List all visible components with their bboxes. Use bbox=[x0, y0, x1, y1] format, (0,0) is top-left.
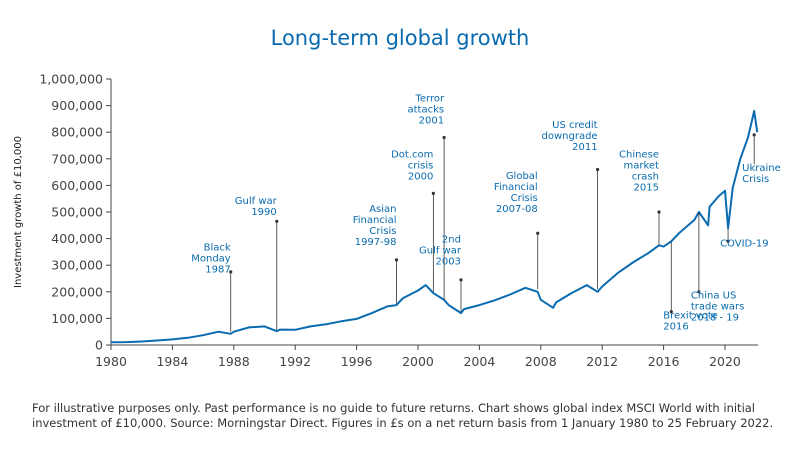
y-tick-label: 200,000 bbox=[51, 284, 103, 299]
x-tick-label: 2016 bbox=[648, 354, 680, 369]
annotation-label: 1987 bbox=[205, 265, 230, 276]
annotation-marker bbox=[657, 210, 661, 214]
annotation-marker bbox=[394, 258, 399, 262]
annotation-label: Global bbox=[506, 171, 538, 182]
y-tick-label: 600,000 bbox=[51, 178, 103, 193]
x-tick-label: 1984 bbox=[156, 354, 188, 369]
y-tick-label: 800,000 bbox=[51, 125, 103, 140]
annotation-label: Ukraine bbox=[742, 163, 781, 174]
annotation-label: 2015 bbox=[634, 182, 659, 193]
y-tick-label: 500,000 bbox=[51, 205, 103, 220]
x-tick-label: 2008 bbox=[525, 354, 557, 369]
annotation-label: 1997-98 bbox=[355, 237, 397, 248]
y-tick-label: 1,000,000 bbox=[39, 72, 103, 87]
growth-series-line bbox=[110, 109, 759, 344]
annotation-label: Black bbox=[204, 243, 231, 254]
chart-title: Long-term global growth bbox=[270, 26, 530, 50]
annotation-marker bbox=[229, 270, 233, 274]
annotation-marker bbox=[275, 219, 279, 223]
tick-labels: 0 100,000 200,000 300,000 400,000 500,000 600,… bbox=[39, 72, 741, 370]
footnote: For illustrative purposes only. Past per… bbox=[32, 401, 774, 430]
annotation-label: Monday bbox=[191, 254, 231, 265]
annotation-marker bbox=[442, 135, 446, 140]
annotation-marker bbox=[726, 239, 730, 243]
annotation-label: attacks bbox=[407, 105, 444, 116]
x-tick-label: 2004 bbox=[463, 354, 495, 369]
annotation-label: Dot.com bbox=[391, 149, 433, 160]
series-layer bbox=[110, 109, 759, 344]
annotation-label: trade wars bbox=[691, 301, 744, 312]
y-tick-label: 900,000 bbox=[51, 98, 103, 113]
annotation-label: US credit bbox=[552, 120, 598, 131]
y-tick-label: 300,000 bbox=[51, 258, 103, 273]
annotation-label: 2003 bbox=[436, 257, 461, 268]
y-tick-label: 700,000 bbox=[51, 151, 103, 166]
x-tick-label: 1992 bbox=[279, 354, 311, 369]
annotation-label: crash bbox=[632, 171, 659, 182]
annotation-marker bbox=[669, 310, 673, 314]
x-tick-label: 1980 bbox=[95, 354, 127, 369]
annotation-label: Brexit vote bbox=[663, 310, 718, 321]
annotation-label: China US bbox=[691, 290, 736, 301]
y-tick-label: 100,000 bbox=[51, 311, 103, 326]
annotation-label: crisis bbox=[408, 160, 434, 171]
axes bbox=[106, 78, 758, 350]
annotation-label: Financial bbox=[353, 215, 397, 226]
annotation-label: 2016 bbox=[663, 321, 688, 332]
annotation-label: Crisis bbox=[742, 174, 769, 185]
y-tick-label: 400,000 bbox=[51, 231, 103, 246]
x-tick-label: 1988 bbox=[218, 354, 250, 369]
annotation-label: 2001 bbox=[419, 116, 444, 127]
annotation-label: Asian bbox=[369, 204, 396, 215]
annotation-marker bbox=[536, 231, 540, 235]
y-axis-label: Investment growth of £10,000 bbox=[13, 136, 24, 288]
x-tick-label: 1996 bbox=[341, 354, 373, 369]
annotation-label: Terror bbox=[414, 94, 445, 105]
annotation-label: Chinese bbox=[619, 149, 659, 160]
annotation-label: 2007-08 bbox=[496, 204, 538, 215]
annotation-label: downgrade bbox=[542, 131, 598, 142]
annotation-marker bbox=[459, 278, 463, 282]
annotation-label: 2011 bbox=[572, 142, 597, 153]
x-tick-label: 2020 bbox=[709, 354, 741, 369]
annotation-label: 2nd bbox=[442, 235, 461, 246]
annotation-marker bbox=[431, 191, 435, 195]
annotation-marker bbox=[595, 167, 600, 172]
annotation-label: Gulf war bbox=[235, 196, 278, 207]
growth-chart: Investment growth of £10,000 0 100,000 200… bbox=[13, 72, 781, 370]
annotation-marker bbox=[697, 290, 701, 294]
annotation-label: 2000 bbox=[408, 171, 433, 182]
annotation-label: COVID-19 bbox=[720, 239, 769, 250]
annotation-label: Gulf war bbox=[419, 246, 462, 257]
annotation-label: 2018 - 19 bbox=[691, 312, 739, 323]
x-tick-label: 2000 bbox=[402, 354, 434, 369]
annotation-label: market bbox=[623, 160, 659, 171]
annotation-marker bbox=[752, 133, 756, 137]
annotation-label: Crisis bbox=[369, 226, 396, 237]
annotation-label: 1990 bbox=[251, 207, 276, 218]
annotation-label: Financial bbox=[494, 182, 538, 193]
y-tick-label: 0 bbox=[95, 338, 103, 353]
annotation-label: Crisis bbox=[511, 193, 538, 204]
annotation: COVID-19 bbox=[720, 227, 769, 250]
x-tick-label: 2012 bbox=[586, 354, 618, 369]
